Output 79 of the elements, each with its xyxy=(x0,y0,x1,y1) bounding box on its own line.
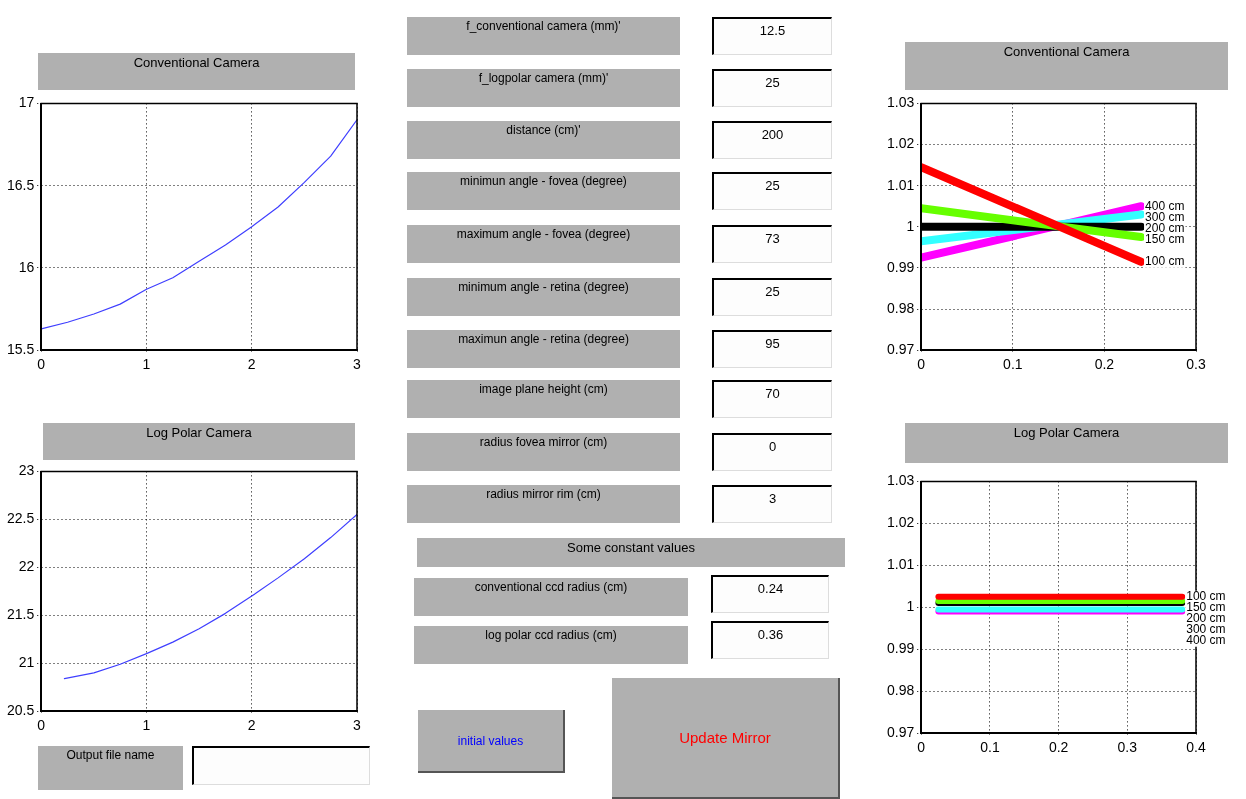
y-tick-label: 0.98 xyxy=(887,299,915,316)
text: maximum angle - fovea (degree) xyxy=(407,225,680,263)
y-tick-label: 0.98 xyxy=(887,682,915,699)
y-tick-label: 17 xyxy=(18,94,35,111)
y-tick-label: 15.5 xyxy=(7,341,35,358)
text: minimun angle - fovea (degree) xyxy=(407,172,680,210)
text: Output file name xyxy=(38,746,183,790)
x-tick-label: 0.2 xyxy=(1094,356,1115,373)
y-tick-label: 1.01 xyxy=(887,176,915,193)
text: Update Mirror xyxy=(612,678,840,799)
text: 3 xyxy=(712,485,832,523)
series-label: 400 cm xyxy=(1186,633,1226,648)
text: maximun angle - retina (degree) xyxy=(407,330,680,368)
text: 95 xyxy=(712,330,832,368)
x-tick-label: 3 xyxy=(353,356,362,373)
text: 73 xyxy=(712,225,832,263)
text: conventional ccd radius (cm) xyxy=(414,578,688,616)
y-tick-label: 1.03 xyxy=(887,472,915,489)
text: f_logpolar camera (mm)' xyxy=(407,69,680,107)
chart-title: Log Polar Camera xyxy=(905,423,1228,463)
series-label: 400 cm xyxy=(1145,198,1185,213)
y-tick-label: 1.03 xyxy=(887,94,915,111)
y-tick-label: 0.97 xyxy=(887,724,915,741)
y-tick-label: 16 xyxy=(18,258,35,275)
x-tick-label: 2 xyxy=(247,717,256,734)
x-tick-label: 0.3 xyxy=(1186,356,1206,373)
y-tick-label: 1 xyxy=(906,598,915,615)
y-tick-label: 0.97 xyxy=(887,341,915,358)
text: 0.24 xyxy=(711,575,829,613)
y-tick-label: 23 xyxy=(18,462,35,479)
text: radius fovea mirror (cm) xyxy=(407,433,680,471)
text: minimum angle - retina (degree) xyxy=(407,278,680,316)
text: 25 xyxy=(712,278,832,316)
text: 0 xyxy=(712,433,832,471)
x-tick-label: 0.1 xyxy=(980,739,1000,756)
x-tick-label: 0.3 xyxy=(1117,739,1138,756)
x-tick-label: 0.4 xyxy=(1186,739,1206,756)
x-tick-label: 0 xyxy=(917,739,926,756)
y-tick-label: 22.5 xyxy=(7,510,35,527)
y-tick-label: 0.99 xyxy=(887,258,915,275)
series-label: 200 cm xyxy=(1145,220,1185,235)
chart-title: Conventional Camera xyxy=(38,53,355,90)
y-tick-label: 1.02 xyxy=(887,514,915,531)
chart-title: Conventional Camera xyxy=(905,42,1228,90)
text: 12.5 xyxy=(712,17,832,55)
y-tick-label: 16.5 xyxy=(7,176,35,193)
text: Some constant values xyxy=(417,538,845,567)
y-tick-label: 20.5 xyxy=(7,702,35,719)
y-tick-label: 1.02 xyxy=(887,135,915,152)
series-label: 300 cm xyxy=(1145,209,1185,224)
y-tick-label: 1.01 xyxy=(887,556,915,573)
text: initial values xyxy=(418,710,565,773)
text: image plane height (cm) xyxy=(407,380,680,418)
y-tick-label: 22 xyxy=(18,558,35,575)
y-tick-label: 1 xyxy=(906,217,915,234)
text: 25 xyxy=(712,172,832,210)
x-tick-label: 1 xyxy=(142,356,151,373)
series-label: 150 cm xyxy=(1145,231,1185,246)
y-tick-label: 0.99 xyxy=(887,640,915,657)
text: 200 xyxy=(712,121,832,159)
x-tick-label: 0.1 xyxy=(1003,356,1023,373)
y-tick-label: 21.5 xyxy=(7,606,35,623)
text: 25 xyxy=(712,69,832,107)
text: log polar ccd radius (cm) xyxy=(414,626,688,664)
text: 70 xyxy=(712,380,832,418)
x-tick-label: 0.2 xyxy=(1048,739,1069,756)
x-tick-label: 1 xyxy=(142,717,151,734)
x-tick-label: 2 xyxy=(247,356,256,373)
x-tick-label: 0 xyxy=(37,356,46,373)
x-tick-label: 3 xyxy=(353,717,362,734)
text: radius mirror rim (cm) xyxy=(407,485,680,523)
x-tick-label: 0 xyxy=(37,717,46,734)
text: f_conventional camera (mm)' xyxy=(407,17,680,55)
chart-title: Log Polar Camera xyxy=(43,423,355,460)
text: distance (cm)' xyxy=(407,121,680,159)
x-tick-label: 0 xyxy=(917,356,926,373)
series-label: 100 cm xyxy=(1145,254,1185,269)
text: 0.36 xyxy=(711,621,829,659)
y-tick-label: 21 xyxy=(18,654,35,671)
